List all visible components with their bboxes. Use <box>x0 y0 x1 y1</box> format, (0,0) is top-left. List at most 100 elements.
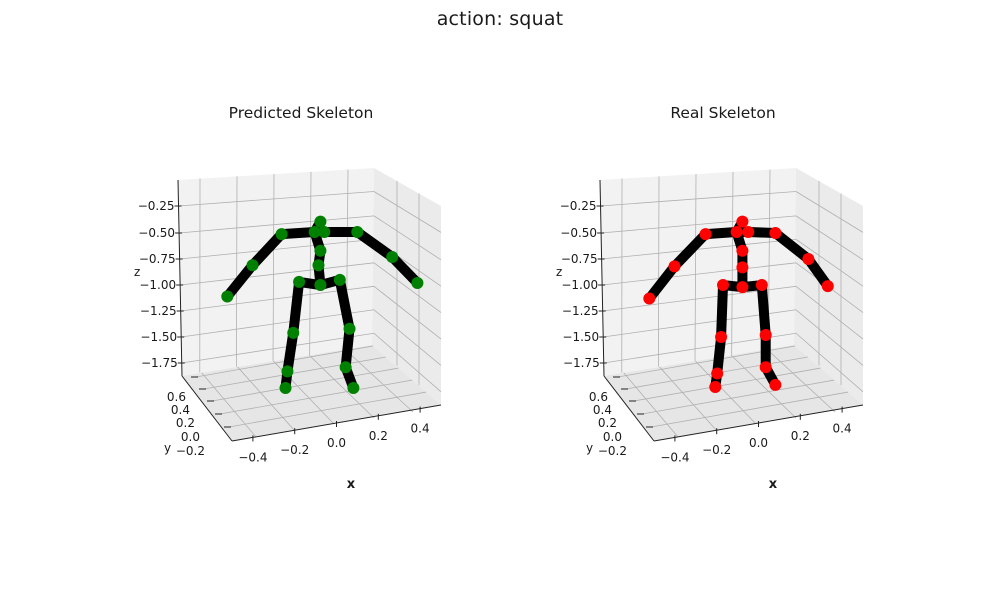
side-wall-grid-line <box>373 191 442 233</box>
floor-grid-line <box>211 367 399 402</box>
real-skeleton-panel: −0.25 −0.50 −0.75 −1.00 −1.25 −1.50 −1.75 z −0.2… <box>556 104 864 492</box>
floor-grid-line <box>237 366 296 432</box>
side-wall-grid-line <box>795 285 864 340</box>
joint-left-wrist <box>821 280 834 293</box>
back-wall-grid-line <box>602 262 797 286</box>
joint-right-ankle <box>711 367 724 380</box>
floor-grid-line <box>641 379 835 415</box>
joint-right-knee <box>715 331 728 344</box>
z-tick-label: −1.25 <box>140 304 177 318</box>
joint-right-wrist <box>221 290 234 303</box>
x-axis-label: x <box>769 477 778 492</box>
floor-grid-line <box>633 367 821 402</box>
back-wall-grid-line <box>657 176 660 367</box>
y-tick-label: 0.2 <box>176 416 195 430</box>
side-wall-grid-line <box>795 309 864 366</box>
joint-right-wrist <box>643 292 656 305</box>
subplot-title: Real Skeleton <box>670 104 775 122</box>
figure-suptitle: action: squat <box>436 8 564 30</box>
joint-right-foot <box>279 382 292 394</box>
z-axis-label: z <box>556 265 562 279</box>
joint-left-shoulder <box>769 227 782 240</box>
joint-right-knee <box>287 326 300 339</box>
joint-neck-left <box>318 226 331 238</box>
skeleton-bone <box>288 276 305 338</box>
joint-right-hip <box>293 275 306 288</box>
z-tick-label: −0.25 <box>138 199 175 213</box>
joint-left-ankle <box>759 361 772 374</box>
y-tick-label: 0.6 <box>167 390 186 404</box>
back-wall-grid-line <box>601 215 797 234</box>
y-axis-label: y <box>164 441 171 455</box>
floor-grid-line <box>219 379 413 415</box>
joint-left-ankle <box>339 361 352 374</box>
subplot-title: Predicted Skeleton <box>229 104 374 122</box>
y-tick-label: −0.2 <box>598 444 627 458</box>
skeleton-bone <box>352 227 398 262</box>
joint-left-foot <box>769 378 782 391</box>
skeleton-bone <box>282 327 299 377</box>
side-wall-grid-line <box>795 332 864 393</box>
joint-left-elbow <box>802 253 815 266</box>
side-wall-grid-line <box>373 309 442 366</box>
floor-pane <box>604 345 863 441</box>
skeleton-bone <box>222 260 258 302</box>
back-wall-grid-line <box>180 262 375 286</box>
joint-right-ankle <box>281 365 294 378</box>
joint-right-hip <box>717 279 730 292</box>
joint-left-wrist <box>411 276 424 289</box>
joint-left-foot <box>347 382 360 394</box>
joint-mid-spine <box>736 261 749 274</box>
x-axis-label: x <box>347 477 356 492</box>
y-tick-label: 0.6 <box>589 390 608 404</box>
side-wall-grid-line <box>373 215 442 261</box>
side-wall-grid-line <box>373 262 442 313</box>
x-tick-label: −0.2 <box>280 443 309 457</box>
side-wall-grid-line <box>373 285 442 340</box>
y-tick-label: 0.4 <box>593 403 612 417</box>
z-tick-label: −0.75 <box>139 252 176 266</box>
floor-grid-line <box>228 391 427 428</box>
z-tick-label: −1.50 <box>562 330 599 344</box>
y-tick-label: 0.0 <box>181 430 200 444</box>
y-axis-line <box>603 375 655 442</box>
floor-grid-line <box>659 366 718 432</box>
x-tick-label: 0.2 <box>369 429 388 443</box>
x-tick-label: −0.4 <box>238 450 267 464</box>
skeleton-bone <box>716 280 729 343</box>
back-wall-grid-line <box>235 176 238 367</box>
z-tick-label: −0.50 <box>138 226 175 240</box>
skeleton-bone <box>669 229 711 272</box>
back-wall-grid-line <box>600 191 797 207</box>
skeleton-bone <box>756 280 771 340</box>
floor-grid-line <box>623 372 679 438</box>
joint-neck <box>308 226 321 238</box>
z-axis-label: z <box>134 265 140 279</box>
joint-left-knee <box>759 328 772 341</box>
z-axis-line <box>599 179 605 377</box>
z-tick-label: −1.00 <box>139 278 176 292</box>
floor-grid-line <box>650 391 849 428</box>
side-wall-grid-line <box>373 332 442 393</box>
x-tick-label: 0.2 <box>791 429 810 443</box>
joint-head <box>314 215 327 228</box>
predicted-skeleton-panel: −0.25 −0.50 −0.75 −1.00 −1.25 −1.50 −1.75 z −0.2… <box>134 104 442 492</box>
y-tick-label: −0.2 <box>176 444 205 458</box>
joint-left-hip <box>333 273 346 286</box>
floor-grid-line <box>695 360 757 425</box>
y-tick-label: 0.0 <box>603 430 622 444</box>
z-tick-label: −1.75 <box>563 356 600 370</box>
joint-right-foot <box>709 380 722 393</box>
skeleton-bone <box>340 323 355 373</box>
joint-right-elbow <box>246 259 259 272</box>
x-tick-label: 0.4 <box>833 422 852 436</box>
skeleton-bone <box>644 261 680 304</box>
joint-left-elbow <box>386 250 399 263</box>
z-tick-label: −0.75 <box>561 252 598 266</box>
skeleton-bone <box>712 332 727 379</box>
z-tick-label: −1.00 <box>561 278 598 292</box>
joint-hip-center <box>736 281 749 294</box>
joint-neck-left <box>742 226 755 238</box>
z-tick-label: −0.50 <box>560 226 597 240</box>
